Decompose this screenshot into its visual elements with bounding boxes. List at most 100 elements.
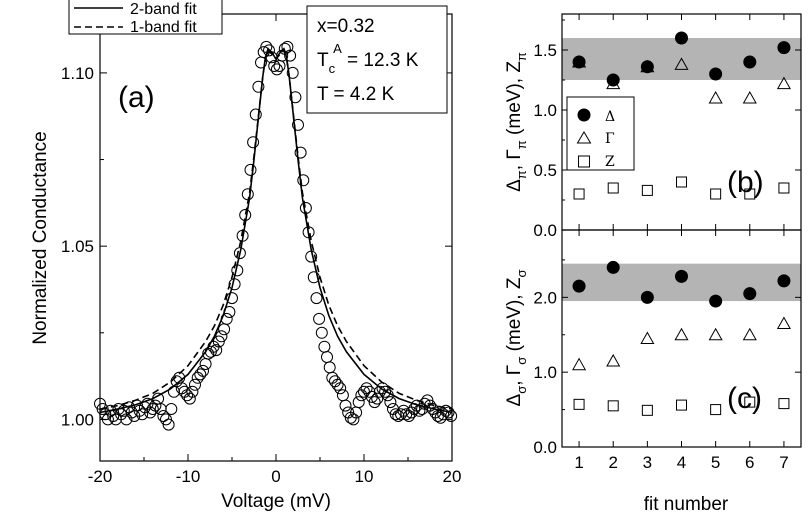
annotation-box <box>306 5 448 114</box>
annotation-tc: TcA = 12.3 K <box>317 41 419 76</box>
legend-label-z: Z <box>605 154 615 170</box>
gamma-point <box>572 357 587 371</box>
gamma-point <box>674 327 689 341</box>
data-point <box>199 358 212 370</box>
legend-marker-gamma <box>576 131 592 144</box>
panel-c-series <box>572 260 791 416</box>
panel-c-xlabel: fit number <box>644 494 729 515</box>
data-point <box>136 408 149 421</box>
delta-point <box>709 294 723 308</box>
panel-c-xtick-label: 7 <box>779 453 788 472</box>
gamma-point <box>640 331 655 344</box>
panel-b-ytick-label: 1.0 <box>533 101 557 120</box>
data-point <box>276 49 289 62</box>
panel-c-xtick-label: 5 <box>711 453 720 472</box>
data-point <box>326 371 339 384</box>
annotation-t: T = 4.2 K <box>317 84 395 105</box>
data-point <box>244 163 257 176</box>
fit-line-1band <box>99 48 453 410</box>
gamma-point <box>776 76 791 90</box>
legend-marker-z <box>578 155 590 168</box>
data-point <box>281 40 294 53</box>
panel-a-xlabel: Voltage (mV) <box>221 491 331 512</box>
panel-b-ytick-label: 0.5 <box>533 161 557 180</box>
delta-point <box>777 41 791 55</box>
data-point <box>315 326 328 339</box>
gamma-point <box>742 90 757 104</box>
data-point <box>223 306 236 318</box>
gamma-point <box>708 90 723 104</box>
data-point <box>233 247 246 260</box>
data-point <box>323 361 336 374</box>
z-point <box>607 182 619 194</box>
panel-b-ytick-label: 0.0 <box>533 221 557 240</box>
z-point <box>710 188 722 200</box>
z-point <box>744 188 756 200</box>
data-point <box>321 351 333 363</box>
delta-point <box>640 60 654 74</box>
delta-point <box>675 269 688 283</box>
data-point <box>186 385 199 398</box>
delta-point <box>640 290 654 304</box>
panel-a-ylabel: Normalized Conductance <box>30 131 51 344</box>
data-point <box>239 209 252 221</box>
data-point <box>284 49 297 62</box>
data-point <box>384 396 397 409</box>
data-point <box>371 392 384 405</box>
data-point <box>260 40 273 53</box>
gamma-point <box>572 54 587 68</box>
delta-point <box>606 260 620 274</box>
data-point <box>299 202 312 214</box>
panel-c-ytick-label: 0.0 <box>533 438 557 457</box>
legend-marker-delta <box>577 108 591 122</box>
data-point <box>165 403 178 415</box>
data-point <box>437 408 450 421</box>
gamma-point <box>776 316 791 330</box>
data-point <box>310 292 323 305</box>
data-point <box>189 378 201 391</box>
data-point <box>334 382 347 395</box>
data-point <box>226 292 238 305</box>
data-point <box>331 378 344 391</box>
gamma-point <box>674 57 689 70</box>
panel-c-ytick-label: 2.0 <box>533 288 557 307</box>
panel-a: -20 -10 0 10 20 1.00 1.05 1.10 Voltage (mV) Nor… <box>30 0 461 512</box>
data-point <box>442 406 455 419</box>
data-point <box>347 413 360 426</box>
delta-point <box>606 73 620 87</box>
data-point <box>218 323 231 336</box>
data-point <box>376 382 389 395</box>
data-point <box>228 278 241 291</box>
panel-a-xtick-label: 0 <box>271 467 280 486</box>
panel-c-xtick-label: 3 <box>643 453 652 472</box>
data-point <box>302 226 315 239</box>
data-point <box>162 418 175 431</box>
data-point <box>231 264 244 277</box>
data-point <box>336 389 349 402</box>
data-point <box>352 396 365 409</box>
data-point <box>146 403 159 415</box>
legend-label-delta: Δ <box>605 109 615 125</box>
data-point <box>210 344 223 357</box>
panel-a-legend: 2-band fit 1-band fit <box>68 0 223 36</box>
legend-label-gamma: Γ <box>605 131 615 147</box>
delta-point <box>572 55 586 69</box>
z-point <box>778 182 790 194</box>
data-point <box>197 364 209 377</box>
z-point <box>607 400 619 412</box>
panel-a-xtick-label: -20 <box>88 467 113 486</box>
z-point <box>676 176 687 188</box>
data-point <box>289 91 302 104</box>
data-point <box>408 403 421 415</box>
panel-c-frame <box>561 229 802 448</box>
data-point <box>329 375 341 388</box>
panel-b-legend: Δ Γ Z <box>566 96 635 171</box>
data-point <box>183 392 196 405</box>
data-point <box>247 136 260 149</box>
gamma-point <box>742 327 757 341</box>
panel-b-series <box>572 31 791 200</box>
gamma-point <box>640 59 655 73</box>
gamma-point <box>708 327 723 341</box>
panel-c-tag: (c) <box>727 382 762 415</box>
z-point <box>676 399 687 411</box>
